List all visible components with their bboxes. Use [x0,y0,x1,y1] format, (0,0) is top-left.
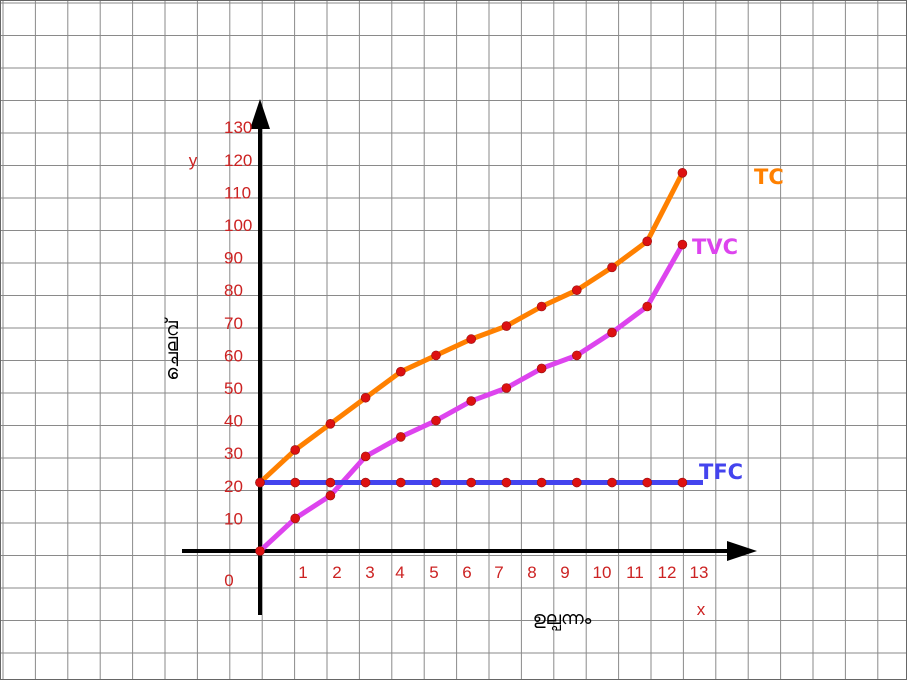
data-point-tfc [536,477,547,488]
y-tick-label: 50 [224,379,243,398]
data-point-tfc [395,477,406,488]
data-point-tvc [466,396,477,406]
x-tick-label: 7 [494,563,503,582]
data-point-tvc [431,415,441,426]
y-tick-label: 90 [224,249,243,268]
data-point-tc [571,285,582,296]
data-point-tc [607,262,617,273]
y-axis-letter: y [189,151,198,170]
x-tick-label: 1 [298,563,307,582]
data-point-tvc [536,363,547,374]
data-point-tc [290,445,301,455]
y-tick-label: 10 [224,509,243,528]
x-tick-label: 3 [365,563,374,582]
x-tick-label: 9 [560,563,569,582]
data-point-tfc [325,477,336,488]
y-tick-label: 40 [224,412,243,431]
series-label-tvc: TVC [692,235,738,259]
data-point-tc [395,366,406,377]
data-markers [255,168,688,556]
data-point-tc [642,236,653,247]
x-tick-label: 11 [626,563,644,582]
x-axis-arrow [727,541,757,561]
y-tick-label: 80 [224,281,243,300]
data-point-tfc [360,477,371,488]
data-point-tc [536,301,547,312]
y-tick-label: 100 [224,216,252,235]
y-tick-label: 20 [224,477,243,496]
data-point-tfc [431,477,441,488]
data-point-tfc [255,477,265,488]
x-axis-letter: x [697,600,706,619]
data-point-tfc [501,477,512,488]
data-point-tfc [607,477,617,488]
x-tick-label: 4 [395,563,404,582]
data-point-tvc [677,239,688,250]
data-point-tfc [642,477,653,488]
x-tick-label: 8 [527,563,536,582]
data-point-tc [466,334,477,344]
data-point-tc [431,350,441,361]
data-point-tvc [501,383,512,393]
series-label-tc: TC [754,165,784,189]
y-axis-title: ചെലവ് [162,317,183,381]
x-tick-label: 6 [462,563,471,582]
data-point-tfc [466,477,477,488]
data-point-tfc [290,477,301,488]
data-point-tvc [571,350,582,361]
data-point-tvc [395,432,406,442]
data-point-tvc [290,513,301,524]
x-axis-title: ഉല്പന്നം [533,608,592,632]
y-tick-label: 120 [224,151,252,170]
origin-label: 0 [224,571,233,590]
series-label-tfc: TFC [699,460,743,484]
data-point-tc [677,168,688,178]
data-point-tvc [360,451,371,462]
y-tick-label: 110 [224,183,251,202]
y-tick-label: 130 [224,118,252,137]
y-axis-arrow [250,99,270,129]
y-tick-label: 60 [224,346,243,365]
data-point-tc [325,419,336,429]
y-tick-label: 30 [224,444,243,463]
data-point-tvc [607,327,617,338]
axes [182,99,757,615]
y-tick-label: 70 [224,314,243,333]
x-tick-label: 12 [658,563,677,582]
data-point-tc [501,321,512,331]
data-point-tfc [677,477,688,488]
data-point-tvc [255,546,265,556]
data-point-tc [360,392,371,403]
x-tick-label: 2 [332,563,341,582]
data-point-tvc [325,490,336,501]
data-point-tvc [642,301,653,312]
x-tick-label: 13 [690,563,709,582]
x-tick-label: 5 [429,563,438,582]
data-point-tfc [571,477,582,488]
x-tick-label: 10 [593,563,612,582]
